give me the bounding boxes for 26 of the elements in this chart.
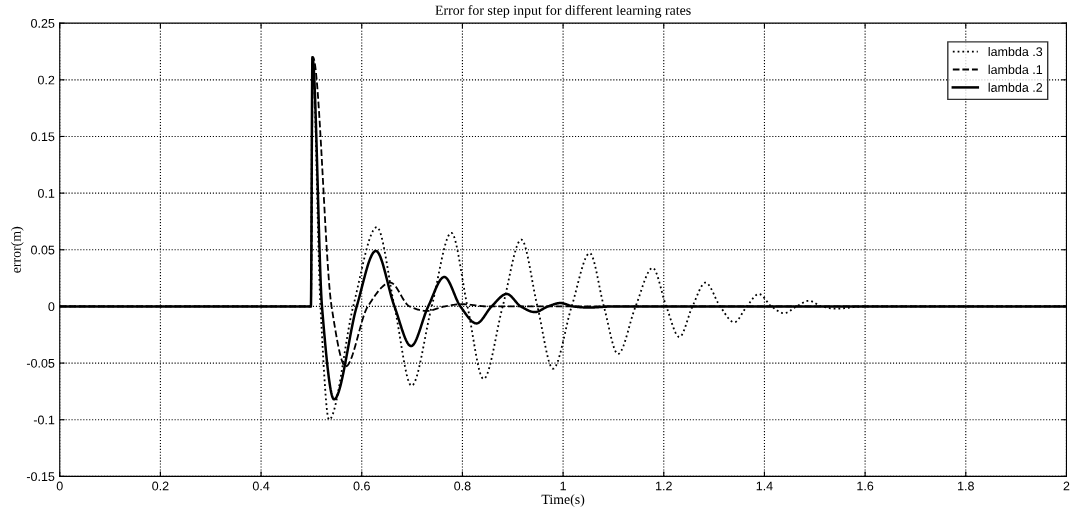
y-tick-label: -0.15 (26, 472, 55, 482)
legend-label: lambda .2 (988, 82, 1043, 92)
y-tick-label: 0.15 (31, 132, 55, 142)
y-tick-label: 0.1 (37, 188, 55, 198)
x-tick-label: 1 (560, 481, 566, 491)
y-tick-label: -0.05 (26, 358, 55, 368)
x-tick-label: 0.8 (454, 481, 471, 491)
chart-title: Error for step input for different learning rates (435, 5, 691, 18)
y-axis-title: error(m) (11, 226, 24, 273)
x-tick-label: 1.8 (958, 481, 974, 491)
y-tick-label: 0 (48, 302, 55, 312)
y-tick-label: -0.1 (33, 415, 55, 425)
x-tick-label: 2 (1063, 481, 1070, 491)
x-tick-label: 0.4 (252, 481, 270, 491)
y-tick-label: 0.05 (31, 245, 55, 255)
x-tick-label: 1.4 (756, 481, 773, 491)
x-tick-label: 0.2 (152, 481, 169, 491)
legend-label: lambda .3 (988, 46, 1043, 57)
x-tick-label: 1.6 (857, 481, 874, 491)
x-tick-label: 1.2 (656, 481, 672, 491)
x-tick-label: 0 (56, 481, 63, 491)
x-axis-title: Time(s) (541, 494, 585, 507)
x-tick-label: 0.6 (353, 481, 370, 491)
legend-label: lambda .1 (988, 64, 1043, 75)
y-tick-label: 0.25 (31, 18, 55, 28)
y-tick-label: 0.2 (37, 75, 55, 85)
